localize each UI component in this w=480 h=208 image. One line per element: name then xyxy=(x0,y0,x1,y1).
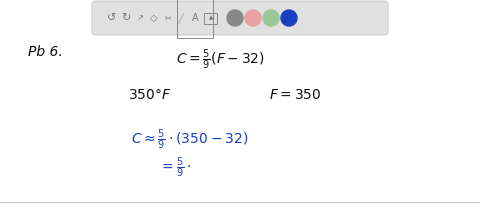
Text: A: A xyxy=(192,13,198,23)
Circle shape xyxy=(281,10,297,26)
Text: $C=\frac{5}{9}(F-32)$: $C=\frac{5}{9}(F-32)$ xyxy=(176,48,264,72)
Text: $350°F$: $350°F$ xyxy=(128,88,172,102)
Text: ↺: ↺ xyxy=(108,13,117,23)
Circle shape xyxy=(245,10,261,26)
Text: ↗: ↗ xyxy=(136,14,144,22)
Text: Pb 6.: Pb 6. xyxy=(28,45,63,59)
Circle shape xyxy=(227,10,243,26)
FancyBboxPatch shape xyxy=(92,1,388,35)
Text: ▲: ▲ xyxy=(209,16,213,21)
Circle shape xyxy=(263,10,279,26)
Text: /: / xyxy=(179,11,183,25)
Text: ↻: ↻ xyxy=(121,13,131,23)
Text: $C\approx\frac{5}{9}\cdot(350-32)$: $C\approx\frac{5}{9}\cdot(350-32)$ xyxy=(132,128,249,152)
Text: $=\frac{5}{9}\cdot$: $=\frac{5}{9}\cdot$ xyxy=(159,156,192,180)
Text: $F=350$: $F=350$ xyxy=(269,88,321,102)
Text: ✂: ✂ xyxy=(165,14,171,22)
Text: ◇: ◇ xyxy=(150,13,158,23)
